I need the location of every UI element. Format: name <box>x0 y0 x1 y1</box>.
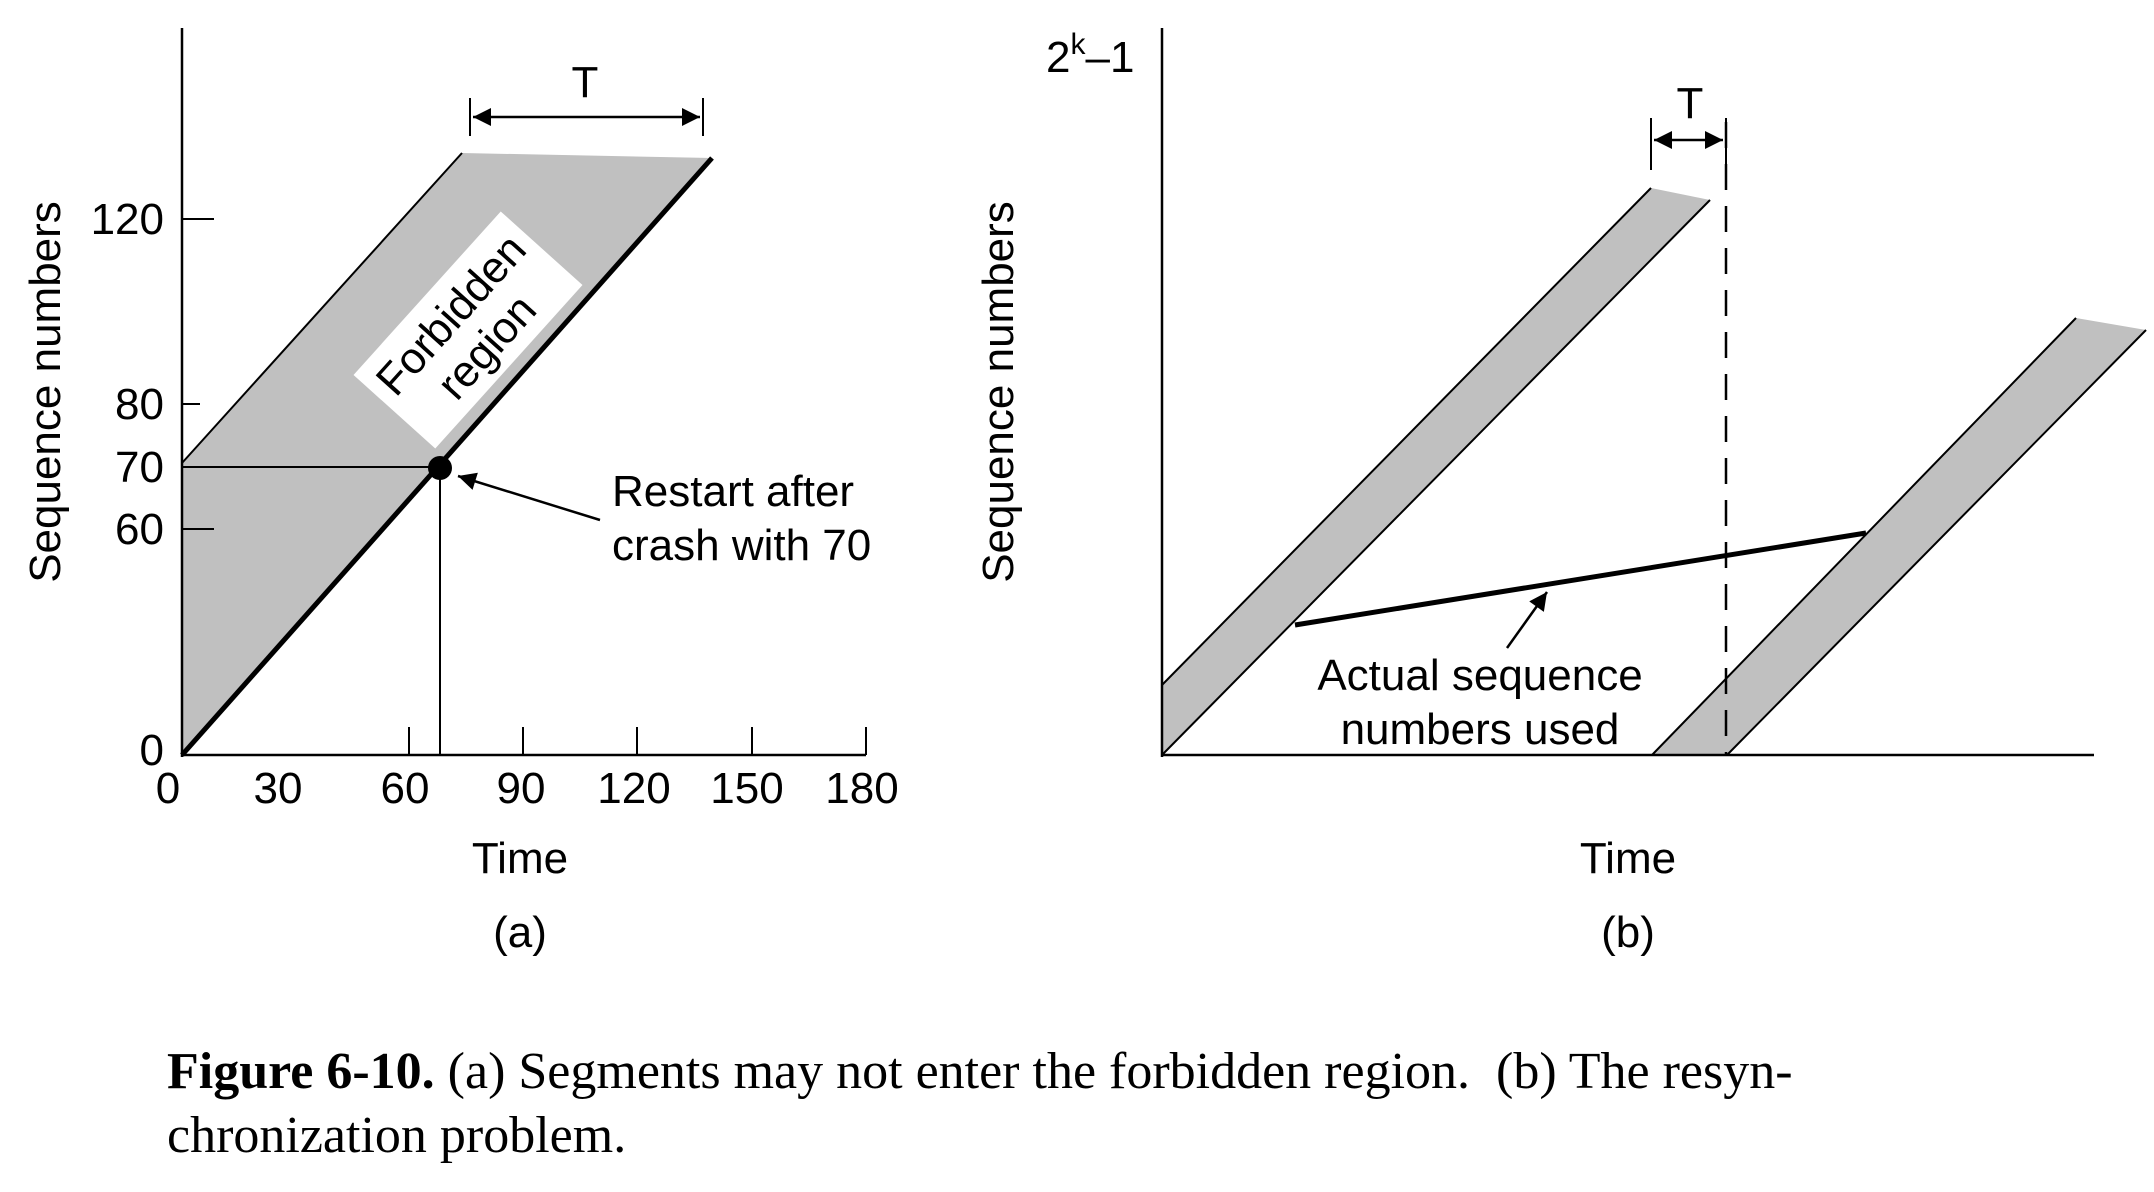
caption-line-1: Figure 6-10. (a) Segments may not enter … <box>167 1040 2007 1104</box>
y-tick-label-0: 0 <box>140 726 164 775</box>
y-tick-label-70: 70 <box>115 443 164 492</box>
figure-caption: Figure 6-10. (a) Segments may not enter … <box>167 1040 2007 1168</box>
sequence-line <box>180 156 714 757</box>
x-tick-label-0: 0 <box>156 764 180 813</box>
panel-label-a: (a) <box>493 908 547 957</box>
caption-text-1: (a) Segments may not enter the forbidden… <box>434 1043 1793 1100</box>
figure-number: Figure 6-10. <box>167 1043 435 1100</box>
y-max-label-rest: –1 <box>1085 33 1134 82</box>
y-tick-label-120: 120 <box>91 195 164 244</box>
x-tick-label-30: 30 <box>254 764 303 813</box>
forbidden-region-label-box <box>353 211 583 449</box>
actual-sequence-annotation-arrow <box>1505 591 1549 649</box>
panel-a: T Forbidden region Restart after crash w… <box>21 28 899 957</box>
restart-annotation-line2: crash with 70 <box>612 521 871 570</box>
caption-line-2: chronization problem. <box>167 1107 627 1164</box>
y-max-label: 2k–1 <box>1046 28 1134 82</box>
x-tick-label-120: 120 <box>597 764 670 813</box>
restart-annotation-arrow <box>457 472 601 522</box>
x-tick-label-60: 60 <box>381 764 430 813</box>
band-right-lower-line <box>1726 329 2147 756</box>
y-axis-label-b: Sequence numbers <box>974 201 1023 583</box>
y-axis-label-a: Sequence numbers <box>21 201 70 583</box>
y-tick-label-60: 60 <box>115 505 164 554</box>
x-axis-label-a: Time <box>472 834 568 883</box>
y-max-label-sup: k <box>1070 28 1086 61</box>
y-tick-label-80: 80 <box>115 380 164 429</box>
band-right-upper-line <box>1651 317 2077 756</box>
x-tick-label-150: 150 <box>710 764 783 813</box>
actual-sequence-line <box>1294 530 1867 628</box>
restart-point <box>428 456 452 480</box>
band-left-lower-line <box>1161 199 1711 756</box>
t-label-a: T <box>572 58 599 107</box>
band-upper-line <box>181 152 463 464</box>
x-tick-label-180: 180 <box>825 764 898 813</box>
t-label-b: T <box>1677 79 1704 128</box>
actual-sequence-annotation-line2: numbers used <box>1341 705 1620 754</box>
x-tick-label-90: 90 <box>497 764 546 813</box>
y-max-label-base: 2 <box>1046 33 1070 82</box>
actual-sequence-annotation-line1: Actual sequence <box>1317 651 1642 700</box>
panel-label-b: (b) <box>1601 908 1655 957</box>
band-right-shading <box>1652 318 2146 755</box>
panel-b: T 2k–1 Actual sequence numbers used Sequ… <box>974 28 2147 957</box>
restart-annotation-line1: Restart after <box>612 467 854 516</box>
band-left-shading <box>1162 188 1710 755</box>
band-left-upper-line <box>1161 187 1652 686</box>
x-axis-label-b: Time <box>1580 834 1676 883</box>
